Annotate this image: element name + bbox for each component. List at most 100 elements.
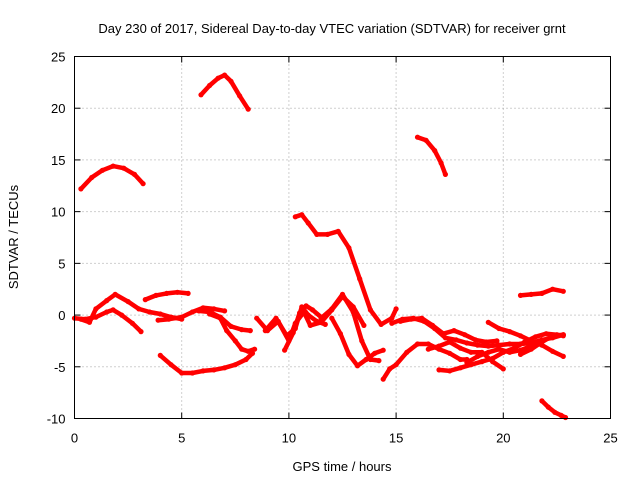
data-point: [517, 292, 524, 298]
data-point: [438, 160, 444, 166]
data-point: [447, 350, 453, 356]
data-point: [451, 328, 457, 334]
data-point: [350, 309, 356, 315]
data-point: [339, 291, 346, 297]
data-point: [560, 332, 566, 338]
data-point: [528, 291, 534, 297]
axis-ticks: 0 5 10 15 20 25 -10 -5 0 5 10 15 20 25: [47, 50, 618, 446]
data-point: [442, 171, 448, 177]
x-tick-label: 25: [603, 431, 617, 446]
data-point: [562, 414, 569, 421]
data-point: [146, 309, 153, 315]
data-point: [517, 351, 524, 357]
data-point: [337, 331, 343, 337]
series-track-1: [78, 163, 146, 192]
data-point: [262, 328, 268, 334]
data-point: [376, 358, 382, 364]
data-point: [211, 306, 217, 312]
data-point: [189, 309, 195, 315]
data-point: [404, 349, 410, 355]
series-track-14: [282, 303, 324, 353]
data-point: [309, 307, 316, 313]
data-point: [224, 328, 230, 334]
y-tick-label: 20: [51, 101, 65, 116]
data-point: [532, 334, 539, 340]
y-tick-label: 25: [51, 50, 65, 65]
y-tick-label: 5: [58, 256, 65, 271]
data-point: [228, 78, 234, 84]
data-point: [457, 365, 463, 371]
data-point: [490, 355, 496, 362]
data-point: [436, 367, 442, 373]
data-point: [558, 412, 564, 418]
data-point: [543, 331, 549, 337]
data-point: [485, 319, 491, 325]
x-tick-label: 10: [282, 431, 296, 446]
data-point: [496, 342, 502, 348]
data-point: [104, 298, 110, 304]
data-point: [299, 212, 305, 218]
data-point: [335, 228, 341, 234]
data-point: [273, 315, 279, 321]
series-line: [207, 311, 257, 354]
data-point: [207, 311, 213, 317]
data-point: [485, 349, 491, 355]
data-point: [282, 347, 288, 353]
data-point: [292, 214, 298, 220]
data-point: [86, 319, 93, 325]
x-tick-label: 20: [496, 431, 510, 446]
y-tick-label: -5: [54, 360, 66, 375]
data-point: [472, 337, 478, 343]
data-point: [179, 314, 185, 320]
data-point: [297, 310, 303, 316]
series-line: [398, 315, 500, 345]
data-point: [359, 338, 365, 344]
data-point: [303, 303, 309, 309]
data-point: [140, 181, 146, 187]
data-point: [252, 346, 258, 352]
data-point: [479, 359, 485, 365]
data-point: [346, 245, 352, 251]
data-point: [78, 316, 84, 322]
y-axis-label: SDTVAR / TECUs: [6, 184, 21, 289]
data-point: [440, 331, 446, 337]
data-point: [232, 338, 238, 344]
data-point: [78, 186, 84, 192]
data-point: [539, 339, 545, 345]
data-point: [129, 320, 135, 326]
data-point: [168, 362, 174, 368]
data-point: [539, 290, 545, 296]
data-point: [166, 316, 172, 322]
data-point: [429, 322, 436, 328]
data-point: [174, 289, 180, 295]
data-point: [228, 323, 234, 329]
data-point: [507, 329, 513, 335]
data-point: [425, 346, 431, 352]
data-point: [389, 315, 395, 321]
data-point: [314, 231, 320, 237]
data-point: [131, 171, 138, 177]
data-point: [329, 315, 335, 321]
data-point: [419, 315, 425, 321]
data-point: [432, 148, 438, 154]
series-track-19: [397, 315, 500, 345]
x-tick-label: 0: [71, 431, 78, 446]
data-point: [372, 350, 378, 356]
data-point: [179, 370, 185, 376]
data-tracks: [71, 72, 569, 421]
data-point: [550, 333, 556, 339]
data-point: [142, 297, 148, 303]
series-track-9: [157, 350, 256, 376]
data-point: [207, 82, 213, 89]
data-point: [110, 163, 116, 169]
data-point: [200, 368, 206, 374]
data-point: [397, 318, 403, 324]
data-point: [211, 367, 217, 373]
data-point: [387, 366, 393, 372]
data-point: [550, 286, 556, 292]
data-point: [436, 343, 442, 349]
data-point: [284, 333, 290, 339]
series-track-11: [207, 311, 258, 354]
data-point: [494, 338, 500, 344]
